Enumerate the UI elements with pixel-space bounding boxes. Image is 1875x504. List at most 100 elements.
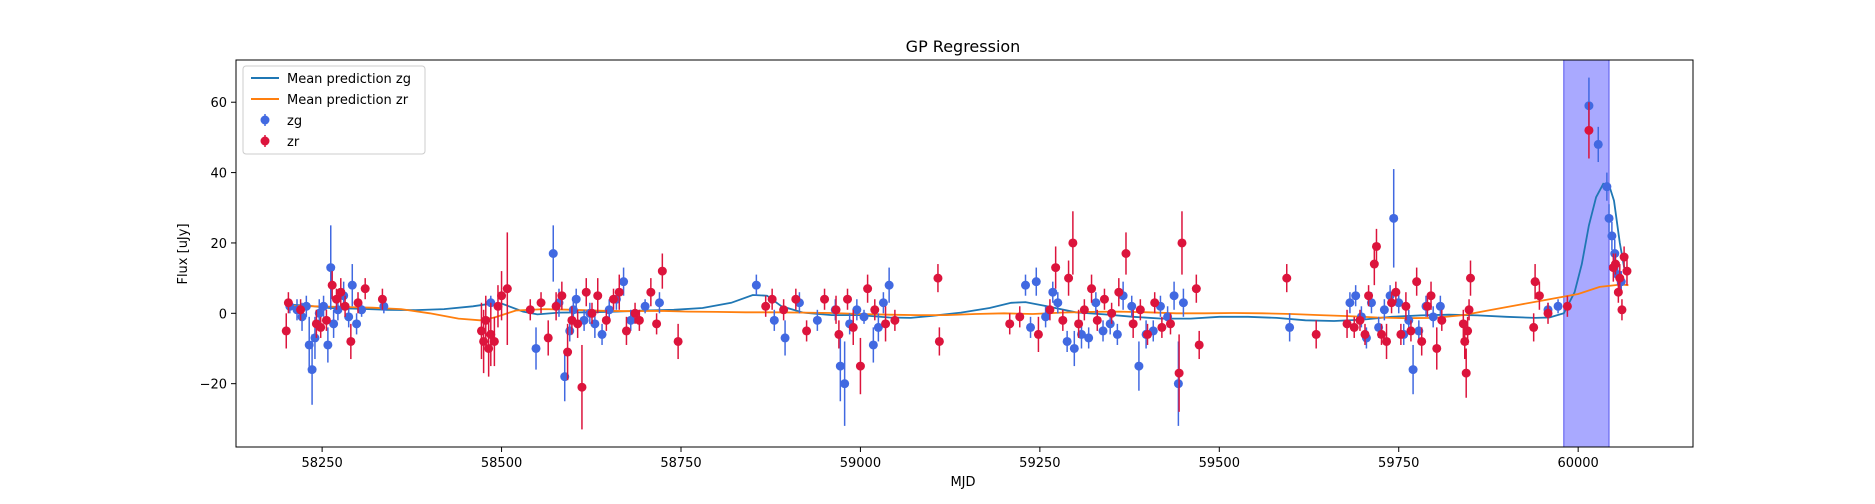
highlight-region-layer <box>1563 60 1610 447</box>
legend-label: zr <box>287 135 300 150</box>
data-point <box>581 287 591 297</box>
data-point <box>1369 259 1379 269</box>
data-point <box>1355 315 1365 325</box>
data-point <box>1463 326 1473 336</box>
data-point <box>1053 298 1063 308</box>
data-point <box>283 298 293 308</box>
axes-layer: 58250 58500 58750 59000 59250 59500 59750 60000… <box>200 59 1694 471</box>
data-point <box>336 287 346 297</box>
data-point <box>525 305 535 315</box>
data-point <box>331 294 341 304</box>
x-axis-label: MJD <box>950 475 975 490</box>
data-point <box>812 315 822 325</box>
data-point <box>634 315 644 325</box>
highlight-region <box>1563 60 1610 447</box>
data-point <box>1602 182 1612 192</box>
data-point <box>1112 329 1122 339</box>
data-point <box>1360 329 1370 339</box>
data-point <box>551 301 561 311</box>
data-point <box>621 326 631 336</box>
data-point <box>934 336 944 346</box>
y-tick-label: 0 <box>219 307 227 322</box>
y-tick-label: −20 <box>200 378 227 393</box>
data-point <box>1364 291 1374 301</box>
data-point <box>657 266 667 276</box>
data-point <box>1553 301 1563 311</box>
data-point <box>654 298 664 308</box>
x-tick-label: 60000 <box>1557 456 1598 471</box>
data-point <box>593 291 603 301</box>
data-point <box>340 301 350 311</box>
data-point <box>673 336 683 346</box>
data-point <box>563 347 573 357</box>
data-point <box>1041 312 1051 322</box>
data-point <box>1432 343 1442 353</box>
data-point <box>548 249 558 258</box>
data-point <box>1396 329 1406 339</box>
data-point <box>630 308 640 318</box>
data-point <box>1127 301 1137 311</box>
data-point <box>1391 287 1401 297</box>
data-point <box>327 280 337 290</box>
data-point <box>852 305 862 315</box>
data-point <box>319 301 329 311</box>
data-point <box>820 294 830 304</box>
data-point <box>502 284 512 294</box>
data-point <box>346 336 356 346</box>
data-point <box>1114 287 1124 297</box>
data-point <box>1379 305 1389 315</box>
data-point <box>493 301 503 311</box>
y-axis-label: Flux [uJy] <box>176 223 191 284</box>
data-point <box>1068 238 1078 248</box>
data-point <box>1562 301 1572 311</box>
data-point <box>597 329 607 339</box>
x-tick-label: 59000 <box>840 456 881 471</box>
data-point <box>1084 333 1094 343</box>
legend-box <box>242 65 426 155</box>
data-point <box>1150 298 1160 308</box>
data-point <box>486 329 496 339</box>
data-point <box>1285 322 1295 332</box>
data-point <box>536 298 546 308</box>
data-point <box>1613 287 1623 297</box>
data-point <box>1033 329 1043 339</box>
data-point <box>1311 329 1321 339</box>
data-point <box>1178 298 1188 308</box>
data-point <box>352 319 362 329</box>
data-point <box>1435 301 1445 311</box>
data-point <box>1064 273 1074 283</box>
data-point <box>1534 291 1544 301</box>
data-point <box>1461 368 1471 378</box>
data-point <box>1135 305 1145 315</box>
data-point <box>1458 319 1468 329</box>
data-point <box>1377 329 1387 339</box>
data-point <box>1174 368 1184 378</box>
data-point <box>1177 238 1187 248</box>
data-point <box>333 305 343 315</box>
data-point <box>640 301 650 311</box>
data-point <box>1371 241 1381 251</box>
data-point <box>1026 322 1036 332</box>
y-tick-label: 40 <box>210 167 227 182</box>
y-tick-label: 60 <box>210 96 227 111</box>
data-point <box>1062 336 1072 346</box>
data-point <box>769 315 779 325</box>
data-point <box>377 294 387 304</box>
data-point <box>1191 284 1201 294</box>
data-point <box>1389 213 1399 223</box>
data-point <box>890 315 900 325</box>
data-point <box>878 298 888 308</box>
data-point <box>310 333 320 343</box>
data-point <box>831 305 841 315</box>
data-point <box>881 319 891 329</box>
data-point <box>573 319 583 329</box>
data-point <box>1079 305 1089 315</box>
data-point <box>307 365 317 375</box>
data-point <box>1194 340 1204 350</box>
data-point <box>1584 125 1594 135</box>
data-point <box>780 333 790 343</box>
data-point <box>489 336 499 346</box>
plot-frame <box>235 59 1694 448</box>
